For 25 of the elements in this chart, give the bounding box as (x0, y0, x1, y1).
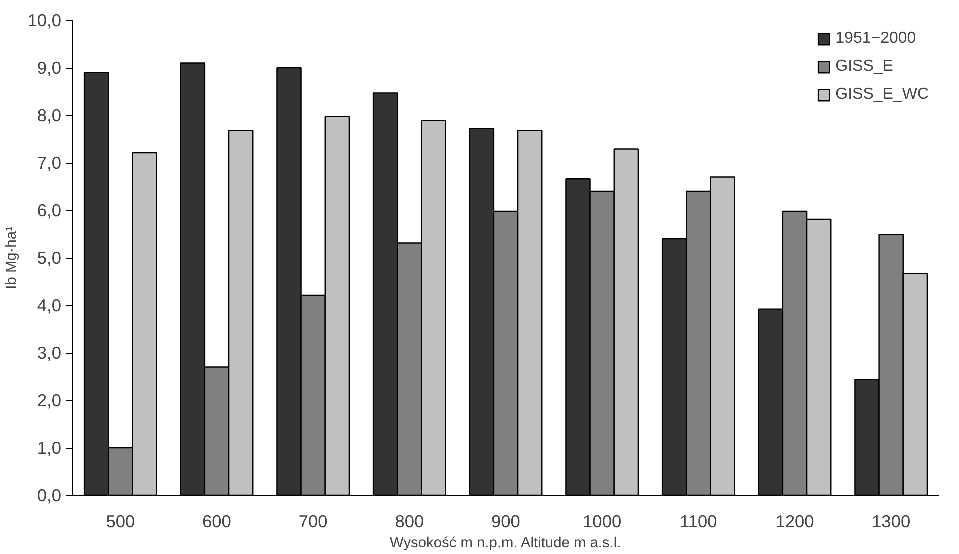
legend-label: GISS_E_WC (836, 86, 929, 104)
x-tick-label: 1200 (776, 512, 814, 532)
x-tick-label: 1100 (680, 512, 718, 532)
y-axis-title: Ib Mg·ha¹ (4, 226, 20, 290)
x-tick-label: 1300 (872, 512, 911, 532)
x-tick-label: 600 (202, 512, 232, 532)
y-tick-label: 0,0 (37, 486, 62, 506)
x-tick-label: 500 (106, 512, 136, 532)
x-tick-label: 900 (492, 512, 520, 532)
y-tick-label: 7,0 (37, 153, 62, 173)
y-tick-label: 9,0 (37, 58, 62, 78)
y-tick-label: 5,0 (37, 248, 62, 268)
y-tick-label: 6,0 (37, 200, 62, 220)
x-tick-label: 700 (298, 512, 328, 532)
y-tick-label: 4,0 (37, 296, 62, 316)
y-tick-label: 10,0 (28, 10, 62, 30)
y-tick-label: 3,0 (37, 343, 62, 363)
legend-label: GISS_E (836, 58, 894, 76)
y-tick-label: 2,0 (37, 390, 62, 410)
legend-label: 1951−2000 (836, 30, 916, 48)
x-tick-label: 1000 (583, 512, 622, 532)
x-axis-title: Wysokość m n.p.m. Altitude m a.s.l. (390, 536, 622, 552)
y-tick-label: 8,0 (37, 106, 62, 126)
y-tick-label: 1,0 (37, 438, 62, 458)
x-tick-label: 800 (395, 512, 424, 532)
